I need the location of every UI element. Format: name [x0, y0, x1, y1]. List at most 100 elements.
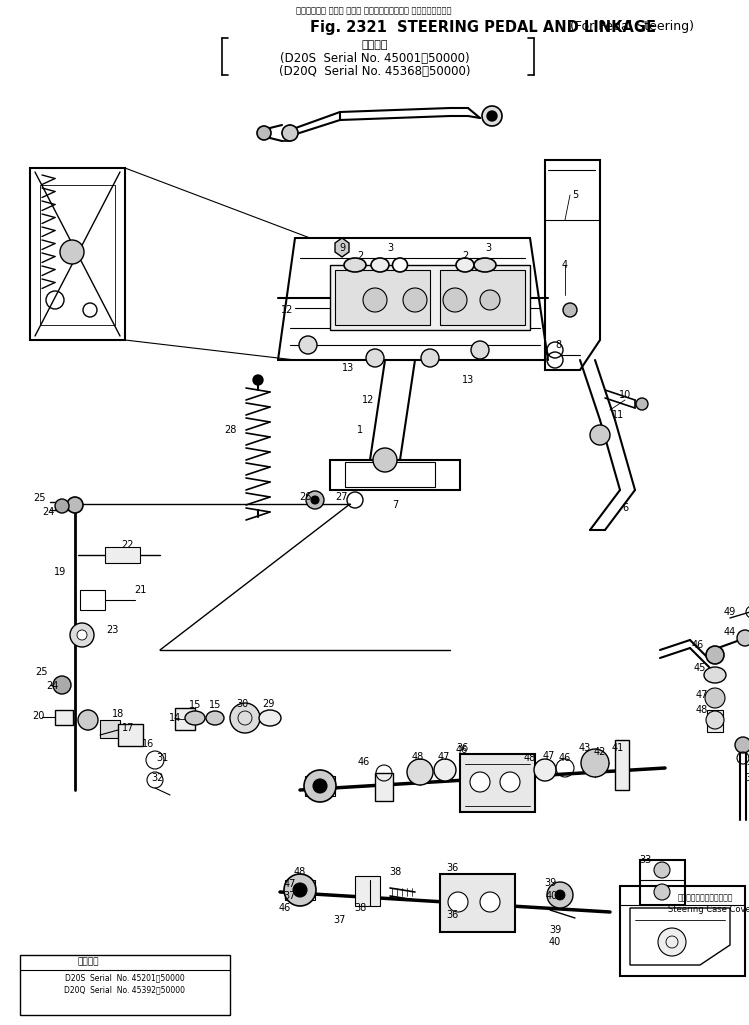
Text: 18: 18	[112, 709, 124, 719]
Ellipse shape	[421, 348, 439, 367]
Bar	[330, 265, 530, 330]
Ellipse shape	[658, 928, 686, 956]
Ellipse shape	[311, 496, 319, 504]
Polygon shape	[175, 708, 195, 730]
Text: 適用号機: 適用号機	[77, 957, 99, 967]
Text: 10: 10	[619, 390, 631, 400]
Ellipse shape	[654, 862, 670, 878]
Text: 39: 39	[549, 925, 561, 935]
Ellipse shape	[487, 111, 497, 121]
Ellipse shape	[185, 711, 205, 725]
Ellipse shape	[299, 336, 317, 354]
Bar	[460, 754, 535, 812]
Text: 46: 46	[279, 903, 291, 913]
Ellipse shape	[77, 630, 87, 640]
Ellipse shape	[253, 375, 263, 385]
Text: 13: 13	[462, 375, 474, 385]
Text: 46: 46	[559, 753, 571, 763]
Polygon shape	[335, 238, 349, 257]
Text: ステアリングケースカバー: ステアリングケースカバー	[678, 894, 733, 902]
Text: 48: 48	[696, 705, 708, 715]
Ellipse shape	[547, 882, 573, 908]
Text: 34: 34	[746, 757, 749, 767]
Text: 37: 37	[284, 891, 296, 901]
Text: 29: 29	[262, 699, 274, 709]
Text: 46: 46	[692, 640, 704, 650]
Text: 25: 25	[34, 493, 46, 503]
Ellipse shape	[735, 737, 749, 753]
Text: 7: 7	[392, 500, 398, 510]
Text: 47: 47	[438, 752, 450, 762]
Text: 46: 46	[456, 745, 468, 755]
Text: 11: 11	[612, 410, 624, 420]
Ellipse shape	[55, 499, 69, 512]
Text: 48: 48	[524, 753, 536, 763]
Text: 35: 35	[746, 773, 749, 783]
Bar	[80, 590, 105, 610]
Ellipse shape	[480, 290, 500, 310]
Text: 47: 47	[543, 751, 555, 761]
Bar	[440, 270, 525, 325]
Text: 36: 36	[446, 910, 458, 920]
Text: 28: 28	[224, 425, 236, 435]
Text: 42: 42	[594, 747, 606, 757]
Text: 14: 14	[169, 713, 181, 723]
Text: 36: 36	[446, 863, 458, 873]
Ellipse shape	[230, 703, 260, 733]
Text: 26: 26	[299, 492, 311, 502]
Ellipse shape	[654, 884, 670, 900]
Ellipse shape	[456, 258, 474, 272]
Text: 36: 36	[456, 743, 468, 753]
Text: 15: 15	[189, 700, 201, 710]
Text: 47: 47	[696, 690, 709, 700]
Bar	[375, 773, 393, 801]
Ellipse shape	[590, 425, 610, 445]
Text: 24: 24	[46, 681, 58, 691]
Bar	[55, 710, 73, 725]
Bar	[285, 880, 315, 900]
Ellipse shape	[448, 892, 468, 912]
Text: 20: 20	[31, 711, 44, 721]
Ellipse shape	[363, 288, 387, 312]
Text: 46: 46	[358, 757, 370, 767]
Text: 1: 1	[357, 425, 363, 435]
Ellipse shape	[371, 258, 389, 272]
Text: 25: 25	[36, 667, 48, 676]
Ellipse shape	[434, 758, 456, 781]
Ellipse shape	[480, 892, 500, 912]
Ellipse shape	[60, 240, 84, 264]
Ellipse shape	[373, 448, 397, 472]
Text: 21: 21	[134, 585, 146, 594]
Text: 43: 43	[579, 743, 591, 753]
Bar	[355, 876, 380, 906]
Ellipse shape	[259, 710, 281, 726]
Text: D20S  Serial  No. 45201～50000: D20S Serial No. 45201～50000	[65, 974, 185, 983]
Ellipse shape	[443, 288, 467, 312]
Bar	[118, 724, 143, 746]
Bar	[615, 740, 629, 790]
Text: 39: 39	[544, 878, 556, 888]
Text: 45: 45	[694, 663, 706, 673]
Ellipse shape	[563, 303, 577, 317]
Ellipse shape	[70, 623, 94, 647]
Text: 22: 22	[122, 540, 134, 550]
Text: 48: 48	[294, 867, 306, 877]
Text: 24: 24	[42, 507, 54, 517]
Text: 37: 37	[334, 915, 346, 925]
Ellipse shape	[555, 890, 565, 900]
Text: 3: 3	[387, 243, 393, 253]
Text: 2: 2	[357, 251, 363, 261]
Bar	[20, 955, 230, 1015]
Ellipse shape	[474, 258, 496, 272]
Text: 適用号機: 適用号機	[362, 40, 388, 50]
Ellipse shape	[403, 288, 427, 312]
Text: 49: 49	[724, 607, 736, 617]
Ellipse shape	[313, 779, 327, 793]
Ellipse shape	[67, 497, 83, 512]
Polygon shape	[82, 710, 94, 730]
Text: 19: 19	[54, 567, 66, 577]
Text: 12: 12	[362, 395, 374, 405]
Text: (For Pedal Steering): (For Pedal Steering)	[570, 20, 694, 33]
Ellipse shape	[706, 711, 724, 729]
Text: (D20S  Serial No. 45001～50000): (D20S Serial No. 45001～50000)	[280, 52, 470, 65]
